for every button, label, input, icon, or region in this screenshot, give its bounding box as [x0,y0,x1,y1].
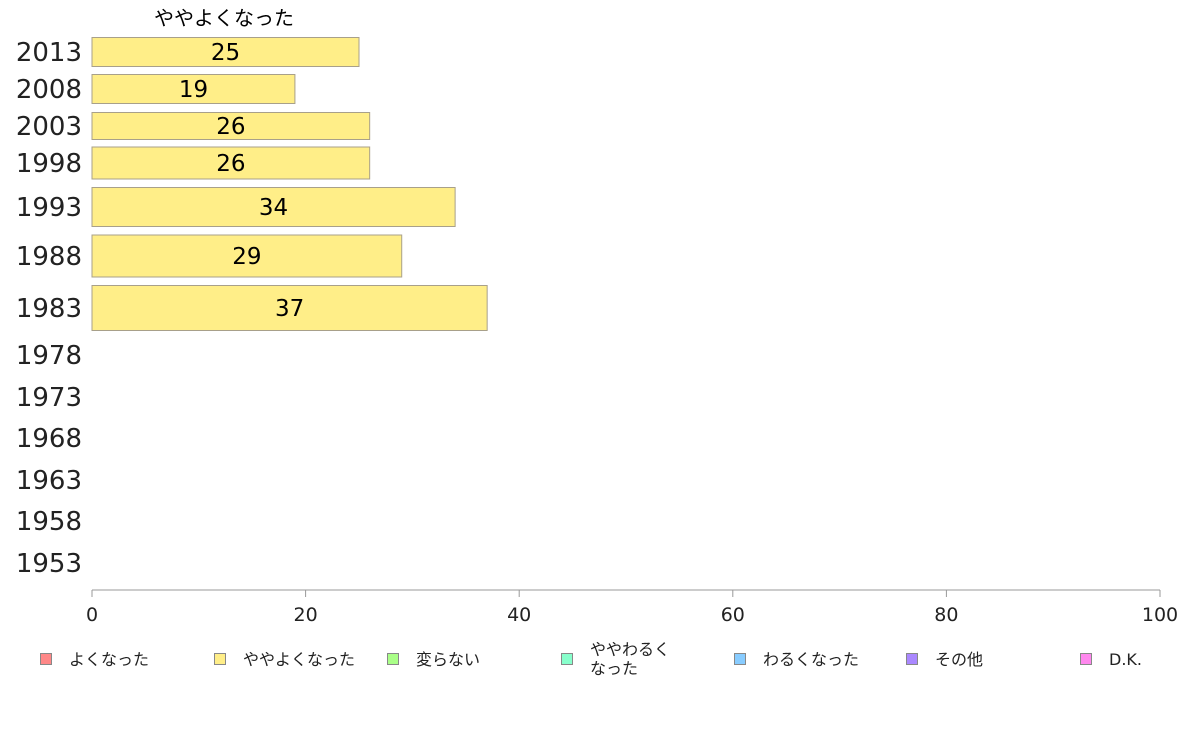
legend-item: D.K. [1080,638,1142,669]
bar [91,37,360,67]
bar [91,285,488,331]
x-tick-label: 80 [934,604,958,626]
year-label: 2003 [16,112,82,142]
bar-chart: ややよくなった 2013 2008 2003 1998 1993 1988 1983 1978 1… [16,6,1178,626]
bar-value-label: 26 [216,114,245,140]
legend-swatch [1080,653,1092,665]
legend-swatch [561,653,573,665]
bar [91,146,371,180]
legend-swatch [40,653,52,665]
year-label: 1953 [16,549,82,579]
legend-label: わるくなった [763,650,860,669]
bar [91,112,371,140]
year-label: 1978 [16,341,82,371]
year-label: 1983 [16,294,82,324]
legend-item: ややよくなった [214,638,355,669]
year-label: 1998 [16,149,82,179]
bar-value-label: 34 [259,195,288,221]
bar [91,74,296,104]
legend: よくなった ややよくなった 変らない ややわるく なった わるくなった その他 D.K. [0,638,1188,698]
year-label: 1993 [16,193,82,223]
bar-value-label: 19 [179,77,208,103]
year-label: 1963 [16,466,82,496]
year-label: 1973 [16,383,82,413]
x-tick-label: 60 [721,604,745,626]
legend-label: 変らない [416,650,481,669]
bar-value-label: 26 [216,151,245,177]
bar-value-label: 29 [232,244,261,270]
bar-value-label: 37 [275,296,304,322]
year-label: 2008 [16,75,82,105]
x-tick-label: 100 [1142,604,1178,626]
legend-item: よくなった [40,638,149,669]
year-label: 1958 [16,507,82,537]
x-tick-label: 40 [507,604,531,626]
bar [91,187,456,227]
x-tick-label: 20 [294,604,318,626]
year-label: 1968 [16,424,82,454]
legend-label: D.K. [1109,650,1142,669]
bar-value-label: 25 [211,40,240,66]
legend-item: ややわるく なった [561,638,670,678]
legend-item: その他 [906,638,983,669]
legend-label: ややわるく なった [590,640,671,678]
legend-item: 変らない [387,638,480,669]
legend-label: ややよくなった [243,650,356,669]
bar [91,234,403,278]
legend-label: よくなった [69,650,150,669]
year-label: 2013 [16,38,82,68]
year-label: 1988 [16,242,82,272]
legend-swatch [387,653,399,665]
legend-swatch [734,653,746,665]
legend-label: その他 [935,650,984,669]
legend-swatch [906,653,918,665]
x-tick-label: 0 [86,604,98,626]
series-title: ややよくなった [154,6,294,30]
legend-swatch [214,653,226,665]
legend-item: わるくなった [734,638,859,669]
